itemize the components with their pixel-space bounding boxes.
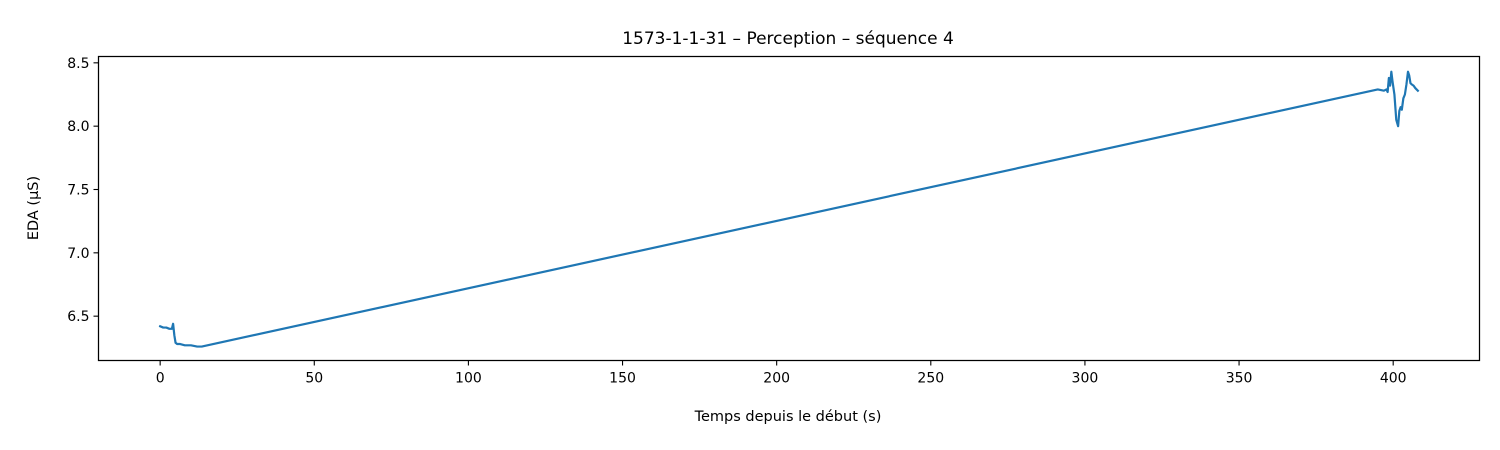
y-tick-label: 7.0 xyxy=(67,246,89,262)
x-tick-label: 200 xyxy=(763,371,790,387)
x-tick-label: 0 xyxy=(156,371,165,387)
y-tick-label: 8.5 xyxy=(67,56,89,72)
y-axis: 6.5 7.0 7.5 8.0 8.5 xyxy=(67,56,99,325)
x-tick-label: 400 xyxy=(1380,371,1407,387)
axes-frame xyxy=(97,55,1481,362)
x-tick-label: 100 xyxy=(455,371,482,387)
chart-title: 1573-1-1-31 – Perception – séquence 4 xyxy=(622,29,954,49)
series-line-0 xyxy=(158,70,1420,348)
x-tick-label: 150 xyxy=(609,371,636,387)
x-tick-label: 50 xyxy=(305,371,323,387)
y-axis-label: EDA (µS) xyxy=(26,176,42,240)
y-tick-label: 6.5 xyxy=(67,309,89,325)
x-tick-label: 300 xyxy=(1072,371,1099,387)
x-tick-label: 350 xyxy=(1226,371,1253,387)
x-axis-label: Temps depuis le début (s) xyxy=(694,409,882,425)
x-axis: 0 50 100 150 200 250 300 350 400 xyxy=(156,360,1407,387)
y-tick-label: 8.0 xyxy=(67,119,89,135)
x-tick-label: 250 xyxy=(917,371,944,387)
y-tick-label: 7.5 xyxy=(67,183,89,199)
plot-area xyxy=(158,70,1420,348)
